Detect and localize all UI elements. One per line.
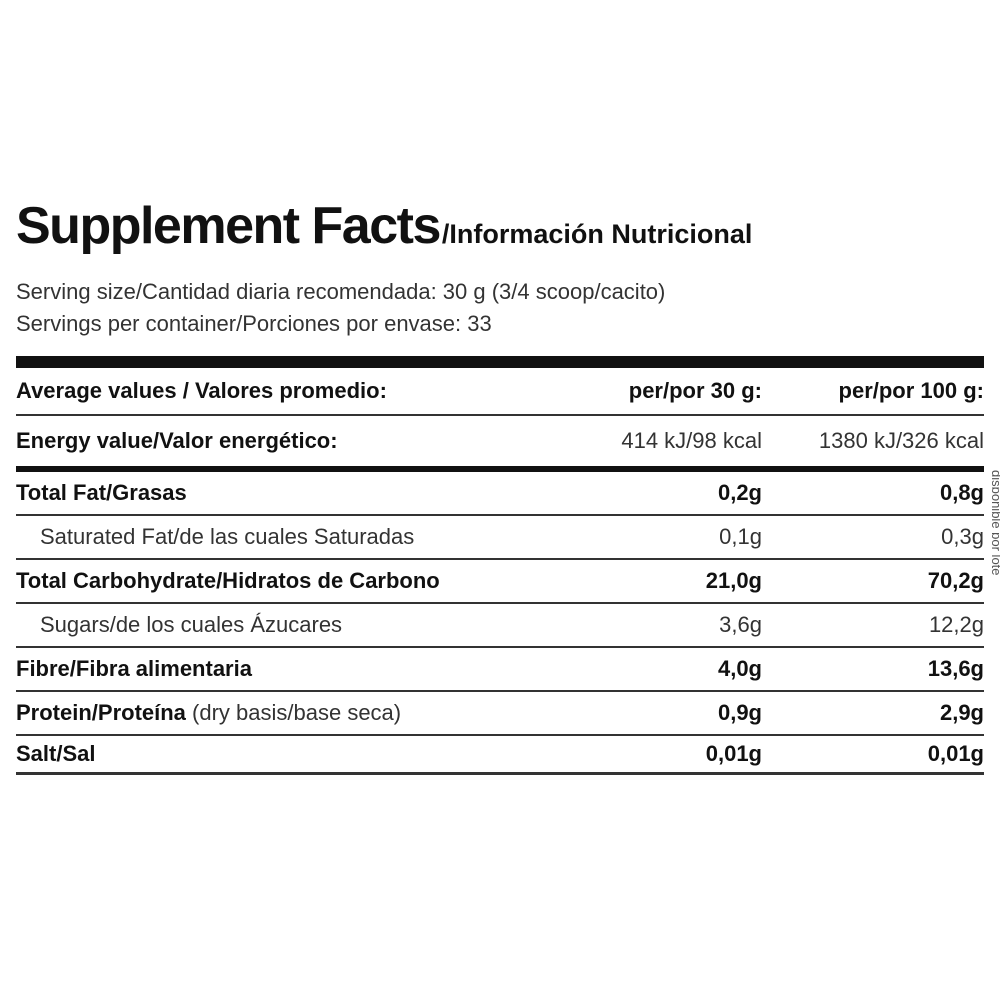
- value-per-30g: 0,2g: [717, 480, 762, 505]
- energy-per-30g: 414 kJ/98 kcal: [621, 428, 762, 453]
- title-main: Supplement Facts: [16, 197, 441, 255]
- nutrient-label: Protein/Proteína (dry basis/base seca): [16, 700, 562, 726]
- servings-per-container: Servings per container/Porciones por env…: [16, 311, 492, 336]
- serving-info: Serving size/Cantidad diaria recomendada…: [16, 276, 984, 340]
- value-per-100g: 13,6g: [927, 656, 984, 681]
- header-col-per-100g: per/por 100 g:: [838, 378, 984, 403]
- table-row-salt: Salt/Sal 0,01g 0,01g: [16, 736, 984, 775]
- value-per-30g: 0,1g: [719, 524, 762, 549]
- value-per-100g: 70,2g: [927, 568, 984, 593]
- value-per-100g: 2,9g: [939, 700, 984, 725]
- nutrient-label: Total Carbohydrate/Hidratos de Carbono: [16, 568, 440, 593]
- header-col-per-30g: per/por 30 g:: [628, 378, 762, 403]
- table-row-saturated-fat: Saturated Fat/de las cuales Saturadas 0,…: [16, 516, 984, 560]
- table-row-sugars: Sugars/de los cuales Ázucares 3,6g 12,2g: [16, 604, 984, 648]
- title: Supplement Facts /Información Nutriciona…: [16, 196, 984, 256]
- table-header-row: Average values / Valores promedio: per/p…: [16, 368, 984, 416]
- title-subtitle: /Información Nutricional: [441, 219, 753, 249]
- value-per-30g: 4,0g: [717, 656, 762, 681]
- side-vertical-text: disponible por lote: [992, 470, 1000, 670]
- nutrient-label: Salt/Sal: [16, 741, 96, 766]
- protein-label: Protein/Proteína: [16, 700, 186, 725]
- value-per-30g: 0,01g: [705, 741, 762, 766]
- energy-label: Energy value/Valor energético:: [16, 428, 338, 453]
- table-row-total-carbohydrate: Total Carbohydrate/Hidratos de Carbono 2…: [16, 560, 984, 604]
- value-per-30g: 3,6g: [719, 612, 762, 637]
- energy-row: Energy value/Valor energético: 414 kJ/98…: [16, 416, 984, 472]
- nutrient-label: Saturated Fat/de las cuales Saturadas: [40, 524, 415, 549]
- nutrition-table: Average values / Valores promedio: per/p…: [16, 356, 984, 775]
- value-per-100g: 0,01g: [927, 741, 984, 766]
- value-per-30g: 0,9g: [717, 700, 762, 725]
- value-per-30g: 21,0g: [705, 568, 762, 593]
- value-per-100g: 0,3g: [941, 524, 984, 549]
- nutrient-label: Sugars/de los cuales Ázucares: [40, 612, 343, 637]
- serving-size: Serving size/Cantidad diaria recomendada…: [16, 279, 666, 304]
- table-row-protein: Protein/Proteína (dry basis/base seca) 0…: [16, 692, 984, 736]
- nutrient-label: Fibre/Fibra alimentaria: [16, 656, 252, 681]
- nutrient-label: Total Fat/Grasas: [16, 480, 187, 505]
- supplement-facts-panel: Supplement Facts /Información Nutriciona…: [16, 196, 984, 775]
- table-row-total-fat: Total Fat/Grasas 0,2g 0,8g: [16, 472, 984, 516]
- side-text-label: disponible por lote: [992, 470, 1000, 576]
- header-label: Average values / Valores promedio:: [16, 378, 387, 403]
- protein-qualifier: (dry basis/base seca): [185, 700, 402, 725]
- value-per-100g: 12,2g: [928, 612, 984, 637]
- value-per-100g: 0,8g: [939, 480, 984, 505]
- table-row-fibre: Fibre/Fibra alimentaria 4,0g 13,6g: [16, 648, 984, 692]
- energy-per-100g: 1380 kJ/326 kcal: [818, 428, 984, 453]
